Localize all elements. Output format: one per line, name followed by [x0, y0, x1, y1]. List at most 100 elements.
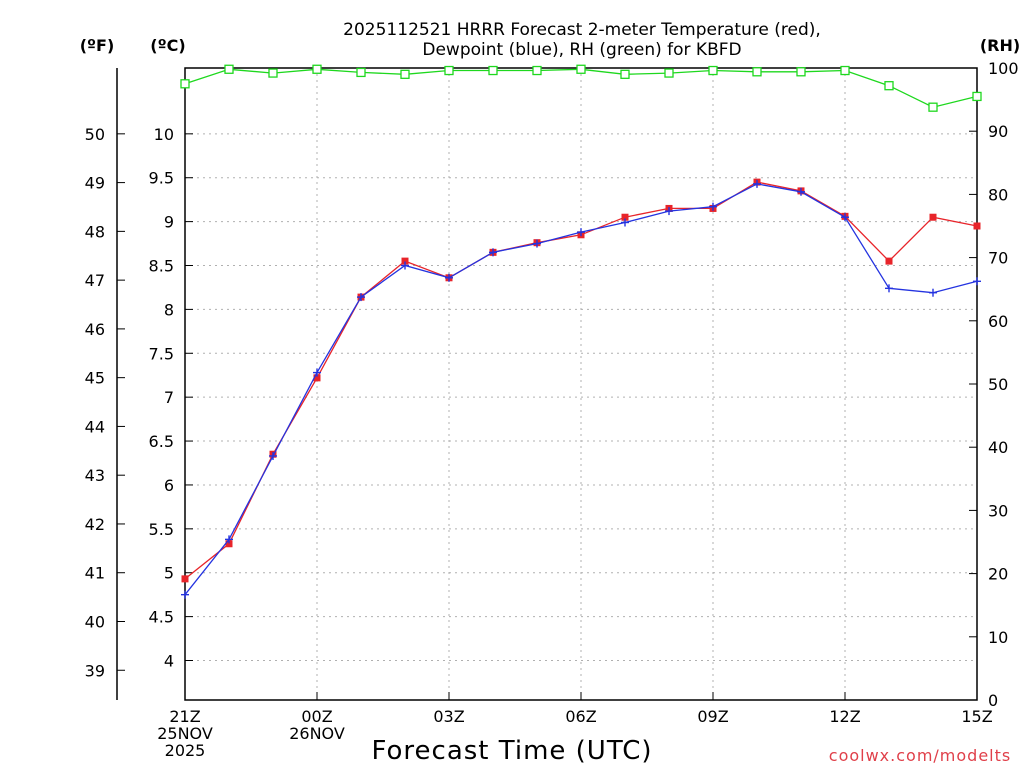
title-line-1: 2025112521 HRRR Forecast 2-meter Tempera…	[343, 20, 821, 40]
series-dewpoint	[181, 179, 981, 599]
temperature-point	[401, 257, 409, 265]
temperature-point	[225, 540, 233, 548]
celsius-tick-label: 6.5	[149, 432, 174, 451]
fahrenheit-tick-label: 46	[85, 320, 105, 339]
dewpoint-point	[357, 293, 365, 302]
temperature-point	[885, 257, 893, 265]
gridlines	[185, 68, 977, 700]
celsius-tick-label: 9	[164, 213, 174, 232]
dewpoint-point	[621, 218, 629, 227]
rh-point	[620, 69, 630, 79]
fahrenheit-tick-label: 39	[85, 661, 105, 680]
rh-tick-label: 40	[988, 438, 1008, 457]
time-tick-label: 09Z	[697, 707, 728, 726]
dewpoint-point	[313, 368, 321, 377]
time-tick-label: 21Z	[169, 707, 200, 726]
temperature-point	[181, 575, 189, 583]
temperature-point	[313, 374, 321, 382]
chart-title: 2025112521 HRRR Forecast 2-meter Tempera…	[343, 20, 821, 60]
celsius-tick-label: 10	[154, 125, 174, 144]
dewpoint-point	[753, 179, 761, 188]
dewpoint-point	[665, 207, 673, 216]
rh-point	[444, 65, 454, 76]
time-tick-label: 2025	[165, 741, 206, 760]
dewpoint-point	[841, 213, 849, 222]
rh-point	[708, 65, 718, 76]
rh-point	[884, 81, 894, 91]
rh-point	[576, 64, 586, 74]
rh-point	[752, 67, 762, 77]
temperature-point	[621, 213, 629, 221]
fahrenheit-tick-label: 47	[85, 271, 105, 290]
time-tick-label: 06Z	[565, 707, 596, 726]
rh-point	[312, 64, 322, 74]
rh-unit-label: (RH)	[980, 36, 1020, 55]
celsius-tick-label: 9.5	[149, 169, 174, 188]
series-line-dewpoint	[184, 183, 978, 596]
rh-point	[928, 102, 938, 112]
rh-tick-label: 20	[988, 565, 1008, 584]
celsius-tick-label: 4	[164, 652, 174, 671]
rh-point	[488, 65, 498, 76]
rh-tick-label: 0	[988, 691, 998, 710]
dewpoint-point	[929, 288, 937, 297]
fahrenheit-tick-label: 42	[85, 515, 105, 534]
dewpoint-point	[225, 535, 233, 544]
fahrenheit-tick-label: 49	[85, 174, 105, 193]
title-line-2: Dewpoint (blue), RH (green) for KBFD	[422, 40, 741, 60]
fahrenheit-unit-label: (ºF)	[80, 36, 115, 55]
celsius-tick-label: 5.5	[149, 520, 174, 539]
time-tick-label: 15Z	[961, 707, 992, 726]
dewpoint-point	[709, 202, 717, 211]
rh-tick-label: 10	[988, 628, 1008, 647]
rh-point	[180, 79, 190, 89]
celsius-axis-ticks: 4 4.5 5 5.5 6 6.5 7 7.5 8 8.5 9 9.5 10	[149, 125, 193, 671]
celsius-tick-label: 8.5	[149, 257, 174, 276]
fahrenheit-axis-ticks: 39 40 41 42 43 44 45 46 47 48 49 50	[85, 125, 125, 680]
rh-point	[400, 69, 410, 79]
time-tick-label: 03Z	[433, 707, 464, 726]
rh-point	[532, 65, 542, 76]
rh-tick-label: 70	[988, 249, 1008, 268]
x-axis-title: Forecast Time (UTC)	[371, 736, 652, 766]
rh-tick-label: 80	[988, 185, 1008, 204]
rh-point	[268, 68, 278, 78]
rh-point	[840, 65, 850, 76]
dewpoint-point	[533, 239, 541, 248]
celsius-unit-label: (ºC)	[150, 36, 185, 55]
celsius-tick-label: 4.5	[149, 608, 174, 627]
dewpoint-point	[885, 284, 893, 293]
credit-text: coolwx.com/modelts	[829, 746, 1011, 765]
time-tick-label: 25NOV	[157, 724, 213, 743]
dewpoint-point	[973, 277, 981, 286]
fahrenheit-tick-label: 50	[85, 125, 105, 144]
time-tick-label: 12Z	[829, 707, 860, 726]
rh-tick-label: 50	[988, 375, 1008, 394]
dewpoint-point	[269, 451, 277, 460]
rh-point	[796, 67, 806, 77]
rh-point	[356, 67, 366, 78]
dewpoint-point	[489, 248, 497, 257]
fahrenheit-tick-label: 40	[85, 612, 105, 631]
celsius-tick-label: 7	[164, 388, 174, 407]
rh-tick-label: 90	[988, 122, 1008, 141]
rh-point	[664, 68, 674, 78]
time-tick-label: 26NOV	[289, 724, 345, 743]
fahrenheit-tick-label: 48	[85, 222, 105, 241]
dewpoint-point	[445, 273, 453, 282]
rh-tick-label: 60	[988, 312, 1008, 331]
time-tick-label: 00Z	[301, 707, 332, 726]
celsius-tick-label: 8	[164, 300, 174, 319]
celsius-tick-label: 7.5	[149, 344, 174, 363]
temperature-point	[973, 222, 981, 230]
fahrenheit-tick-label: 41	[85, 564, 105, 583]
celsius-tick-label: 5	[164, 564, 174, 583]
dewpoint-point	[181, 590, 189, 599]
fahrenheit-tick-label: 43	[85, 466, 105, 485]
fahrenheit-tick-label: 44	[85, 417, 105, 436]
celsius-tick-label: 6	[164, 476, 174, 495]
data-series	[180, 64, 982, 599]
rh-axis-ticks: 0 10 20 30 40 50 60 70 80 90 100	[969, 59, 1019, 710]
